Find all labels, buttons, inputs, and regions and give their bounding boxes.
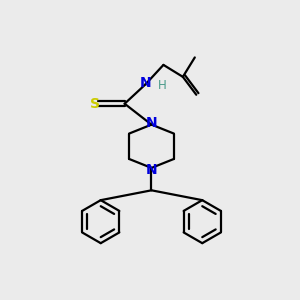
Text: H: H [158,79,166,92]
Text: N: N [140,76,151,90]
Text: N: N [146,163,157,177]
Text: S: S [90,97,100,111]
Text: N: N [146,116,157,130]
